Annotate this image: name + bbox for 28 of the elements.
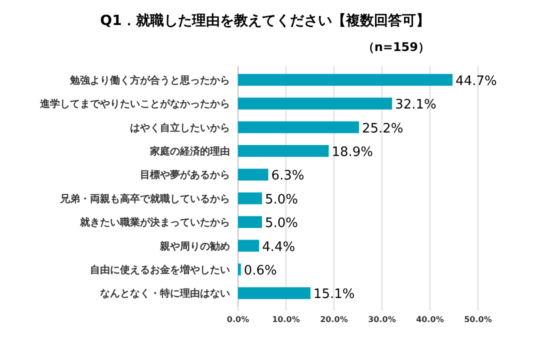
y-tick-label: 親や周りの勧め — [159, 240, 230, 252]
x-tick-label: 20.0% — [320, 315, 348, 324]
x-tick-label: 40.0% — [416, 315, 444, 324]
data-label: 0.6% — [244, 263, 277, 278]
y-tick-label: 進学してまでやりたいことがなかったから — [39, 98, 230, 110]
x-tick-label: 10.0% — [272, 315, 300, 324]
x-tick-label: 50.0% — [464, 315, 492, 324]
y-tick-label: 兄弟・両親も高卒で就職しているから — [59, 192, 230, 205]
data-label: 5.0% — [265, 192, 298, 208]
y-tick-label: はやく自立したいから — [130, 122, 230, 134]
data-label: 32.1% — [395, 98, 436, 113]
data-label: 6.3% — [271, 168, 304, 184]
data-label: 18.9% — [332, 144, 374, 160]
title: Q1．就職した理由を教えてください【複数回答可】 — [100, 13, 430, 29]
x-tick-label: 0.0% — [226, 315, 250, 324]
y-tick-label: 勉強より働く方が合うと思ったから — [69, 74, 230, 86]
y-tick-label: 就きたい職業が決まっていたから — [79, 216, 230, 229]
y-tick-label: 目標や夢があるから — [140, 169, 230, 182]
data-label: 4.4% — [262, 240, 296, 255]
data-label: 5.0% — [265, 216, 298, 232]
y-tick-label: 家庭の経済的理由 — [149, 145, 230, 158]
data-label: 44.7% — [456, 74, 497, 89]
x-tick-label: 30.0% — [368, 315, 396, 324]
data-label: 15.1% — [313, 287, 355, 302]
data-label: 25.2% — [362, 121, 404, 136]
y-tick-label: 自由に使えるお金を増やしたい — [90, 264, 230, 276]
subtitle: （n=159） — [362, 40, 430, 54]
y-tick-label: なんとなく・特に理由はない — [100, 288, 230, 300]
